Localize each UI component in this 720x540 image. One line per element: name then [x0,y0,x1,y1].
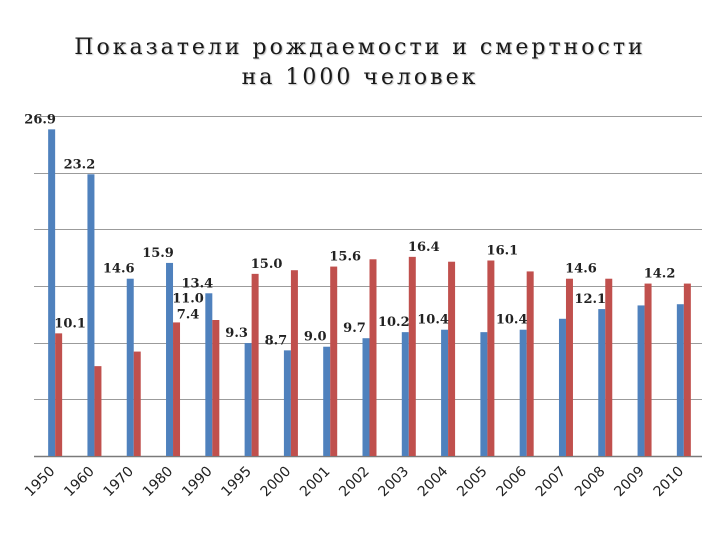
birth-bar [598,309,606,456]
x-tick-label: 2007 [533,464,570,501]
birth-value-label: 9.7 [343,321,366,336]
birth-bar [283,350,291,456]
x-tick-label: 2010 [651,464,688,501]
birth-bar [441,329,449,456]
x-tick-label: 1980 [140,464,177,501]
birth-value-label: 12.1 [574,292,606,307]
death-bar [487,260,495,456]
birth-bar [558,318,566,456]
birth-bar [480,332,488,456]
x-axis-tick-labels: 1950 1960 1970 1980 1990 1995 2000 2001 2002 2003… [22,463,687,500]
birth-value-label: 9.3 [225,326,248,341]
x-tick-label: 2004 [415,463,452,500]
birth-value-label: 8.7 [265,333,288,348]
birth-bar [126,278,134,456]
death-bar [683,283,691,456]
birth-bar [676,304,684,456]
x-tick-label: 1995 [218,464,255,501]
death-bar [565,278,573,456]
death-bar [644,283,652,456]
death-value-label: 14.2 [644,267,676,282]
x-tick-label: 2003 [376,464,413,501]
birth-value-label: 10.4 [417,313,449,328]
death-value-label: 16.4 [408,240,440,255]
death-bar [133,351,141,456]
birth-bar [205,293,213,456]
birth-bar [87,174,95,457]
x-tick-label: 2002 [336,464,373,501]
chart-title: Показатели рождаемости и смертности на 1… [0,33,720,93]
x-tick-label: 2001 [297,464,334,501]
death-bar [408,256,416,456]
x-tick-label: 2008 [572,464,609,501]
death-bar [55,333,63,456]
death-value-label: 10.1 [54,316,86,331]
birth-bar [244,343,252,456]
death-value-label: 14.6 [565,262,597,277]
birth-bar [48,129,56,456]
death-bar [330,266,338,456]
birth-value-label: 10.2 [378,315,410,330]
x-tick-label: 1970 [101,464,138,501]
death-value-label: 11.0 7.4 [172,291,204,322]
death-bar [369,259,377,456]
death-value-label: 16.1 [487,244,519,259]
death-bar [605,278,613,456]
birth-value-label: 23.2 [64,157,96,172]
death-bar [526,271,534,456]
chart-title-line-2: на 1000 человек [241,65,479,90]
birth-value-label: 10.4 [496,313,528,328]
x-tick-label: 2000 [258,464,295,501]
x-tick-label: 1990 [179,464,216,501]
birth-value-label: 26.9 [24,112,56,127]
birth-bar [401,332,409,456]
birth-bar [637,305,645,456]
bars [48,129,691,457]
birth-bar [519,329,527,456]
death-bar [173,322,181,456]
birth-bar [362,338,370,456]
death-value-label: 15.0 [251,257,283,272]
birth-value-label: 14.6 [103,262,135,277]
x-tick-label: 1960 [61,464,98,501]
birth-value-label: 9.0 [304,330,327,345]
death-bar [448,261,456,456]
x-tick-label: 2009 [611,464,648,501]
death-bar [251,273,259,456]
death-bar [290,270,298,456]
death-bar [212,320,220,456]
x-tick-label: 1950 [22,464,59,501]
death-value-label: 15.6 [329,250,361,265]
chart-title-line-1: Показатели рождаемости и смертности [74,35,646,60]
data-labels: 26.9 10.1 23.2 14.6 15.9 11.0 7.413.4 9.3 15.0 8.… [24,112,675,348]
birth-value-label: 15.9 [142,246,174,261]
x-tick-label: 2006 [493,463,530,500]
birth-bar [166,262,174,456]
birth-bar [323,346,331,456]
x-tick-label: 2005 [454,464,491,501]
birth-value-label: 13.4 [181,276,213,291]
death-bar [94,366,102,456]
